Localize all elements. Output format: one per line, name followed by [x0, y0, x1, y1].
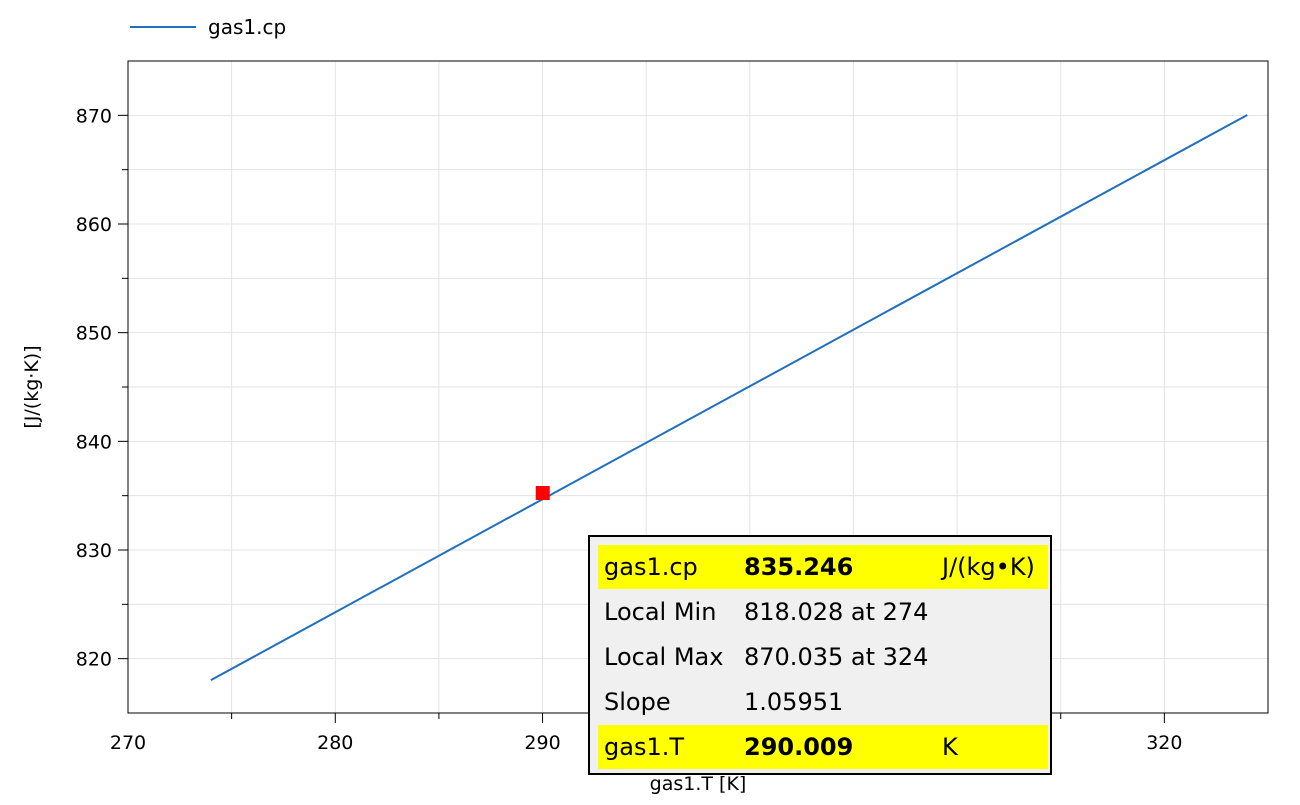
data-point-marker[interactable]: [535, 485, 550, 500]
tooltip-row-cp: gas1.cp 835.246 J/(kg•K): [598, 545, 1048, 589]
tooltip-row-local-max: Local Max 870.035 at 324: [598, 635, 1048, 679]
y-tick-label: 820: [76, 649, 112, 671]
tooltip-value: 1.05951: [744, 688, 844, 716]
x-axis-label: gas1.T [K]: [650, 773, 747, 795]
x-tick-label: 270: [110, 732, 146, 754]
tooltip-row-local-min: Local Min 818.028 at 274: [598, 590, 1048, 634]
y-tick-label: 830: [76, 540, 112, 562]
tooltip-label: Local Min: [604, 598, 717, 626]
tooltip-label: Local Max: [604, 643, 724, 671]
tooltip-row-temperature: gas1.T 290.009 K: [598, 725, 1048, 769]
tooltip-value: 290.009: [744, 733, 854, 761]
y-axis-label: [J/(kg·K)]: [21, 345, 43, 428]
tooltip-unit: J/(kg•K): [942, 553, 1035, 581]
tooltip-label: gas1.cp: [604, 553, 698, 581]
tooltip-unit: K: [942, 733, 958, 761]
x-tick-label: 320: [1146, 732, 1182, 754]
tooltip-row-slope: Slope 1.05951: [598, 680, 1048, 724]
x-tick-label: 280: [317, 732, 353, 754]
tooltip-value: 870.035 at 324: [744, 643, 929, 671]
series-layer[interactable]: [210, 114, 1248, 681]
tooltip-value: 835.246: [744, 553, 854, 581]
tooltip-label: Slope: [604, 688, 671, 716]
series-line-gas1-cp[interactable]: [210, 114, 1248, 681]
legend-entry: gas1.cp: [208, 15, 286, 39]
y-tick-label: 840: [76, 431, 112, 453]
value-tooltip: gas1.cp 835.246 J/(kg•K) Local Min 818.0…: [588, 535, 1052, 775]
tooltip-label: gas1.T: [604, 733, 685, 761]
tooltip-value: 818.028 at 274: [744, 598, 929, 626]
y-tick-label: 870: [76, 105, 112, 127]
x-tick-label: 290: [524, 732, 560, 754]
y-tick-label: 860: [76, 214, 112, 236]
axis-ticks: 270 280 290 320 820 830 840 850 860 870: [76, 105, 1183, 754]
y-tick-label: 850: [76, 323, 112, 345]
legend: gas1.cp: [130, 15, 286, 39]
